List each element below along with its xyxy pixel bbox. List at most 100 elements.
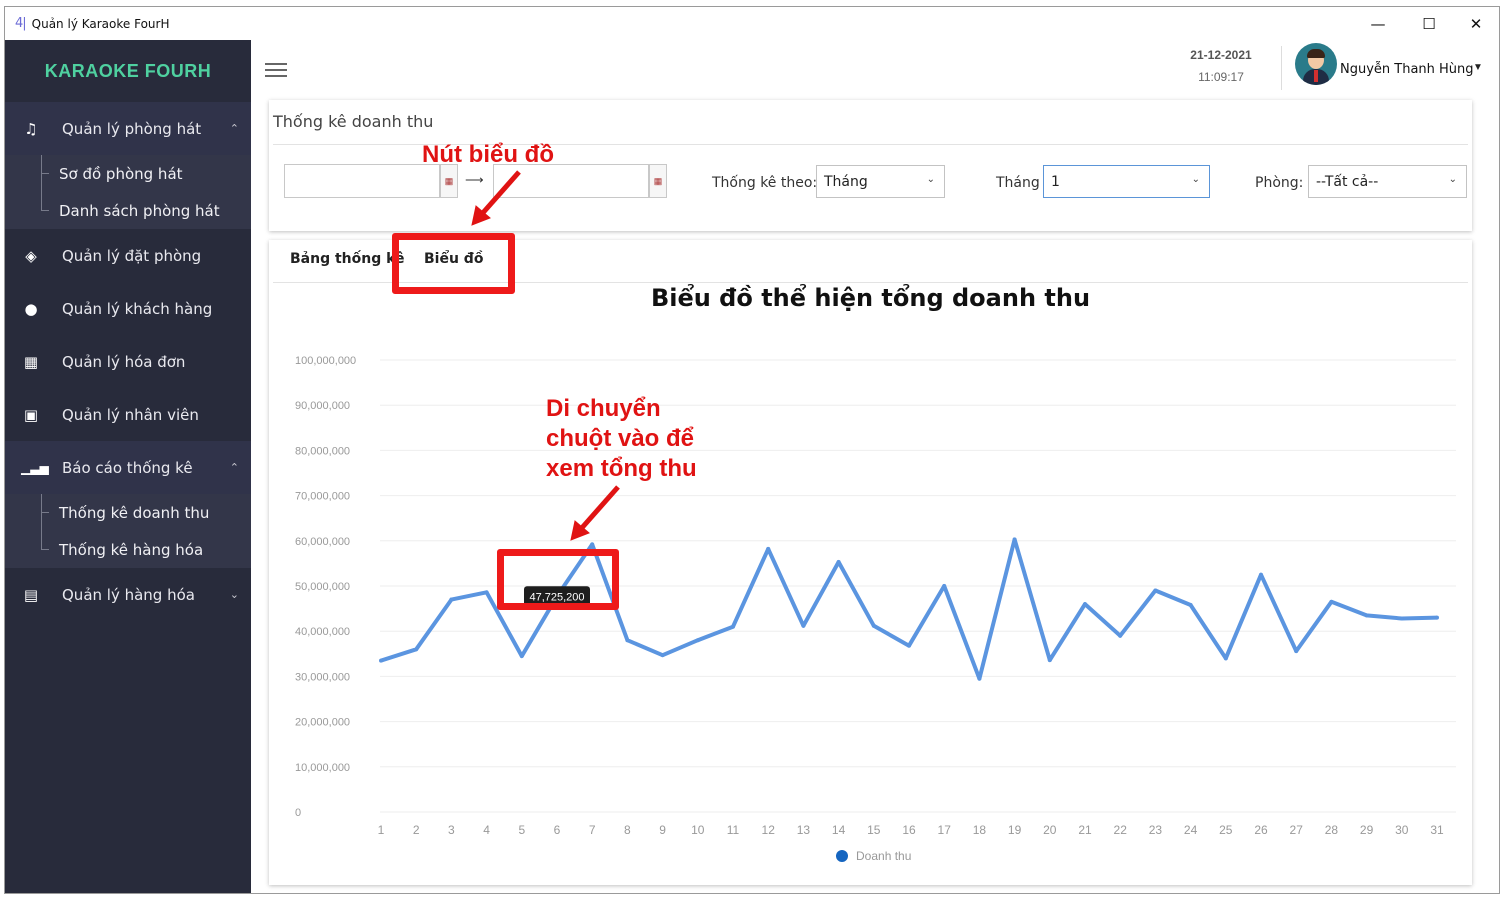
- data-point: [660, 653, 665, 658]
- sidebar-item-label: Quản lý hàng hóa: [62, 585, 195, 604]
- subitem-label: Danh sách phòng hát: [59, 201, 220, 220]
- x-tick-label: 6: [554, 823, 561, 837]
- data-point: [942, 584, 947, 588]
- chevron-up-icon: ⌃: [229, 122, 239, 135]
- data-point: [1399, 616, 1404, 621]
- window-title: Quản lý Karaoke FourH: [31, 16, 170, 31]
- x-tick-label: 15: [867, 823, 881, 837]
- sidebar-item-label: Quản lý đặt phòng: [62, 246, 202, 265]
- avatar[interactable]: [1295, 43, 1337, 85]
- x-tick-label: 29: [1360, 823, 1374, 837]
- x-tick-label: 28: [1325, 823, 1339, 837]
- data-point: [484, 590, 489, 595]
- annotation-hover-line3: xem tổng thu: [546, 455, 697, 482]
- tree-line: [41, 155, 42, 210]
- badge-icon: ▣: [23, 405, 39, 424]
- x-tick-label: 27: [1290, 823, 1304, 837]
- invoice-icon: ▦: [23, 352, 39, 371]
- chevron-down-icon: ⌄: [1191, 174, 1200, 185]
- divider: [273, 144, 1468, 145]
- y-tick-label: 50,000,000: [295, 581, 350, 593]
- user-name[interactable]: Nguyễn Thanh Hùng: [1340, 62, 1474, 77]
- data-point: [836, 560, 841, 565]
- x-tick-label: 20: [1043, 823, 1057, 837]
- filter-panel-title: Thống kê doanh thu: [273, 112, 434, 131]
- x-tick-label: 17: [938, 823, 952, 837]
- x-tick-label: 11: [727, 823, 740, 837]
- sidebar-item-label: Quản lý phòng hát: [62, 119, 202, 138]
- menu-group-reports: ▁▃▅ Báo cáo thống kê ⌃ Thống kê doanh th…: [5, 441, 251, 568]
- room-value: --Tất cả--: [1316, 173, 1379, 190]
- calendar-icon[interactable]: ▦: [649, 164, 667, 198]
- sidebar-item-label: Báo cáo thống kê: [62, 458, 193, 477]
- tooltip-box: [524, 586, 590, 607]
- sidebar-item-label: Quản lý hóa đơn: [62, 352, 186, 371]
- x-tick-label: 18: [973, 823, 987, 837]
- sidebar-item-invoices[interactable]: ▦ Quản lý hóa đơn: [5, 335, 251, 388]
- data-point: [519, 654, 524, 659]
- sidebar-item-goods[interactable]: ▤ Quản lý hàng hóa ⌄: [5, 568, 251, 621]
- annotation-hover-note: Di chuyển chuột vào để xem tổng thu: [546, 394, 697, 484]
- minimize-button[interactable]: —: [1370, 14, 1386, 33]
- sidebar-item-booking[interactable]: ◈ Quản lý đặt phòng: [5, 229, 251, 282]
- x-tick-label: 1: [378, 823, 385, 837]
- sidebar-subitem-goods-stats[interactable]: Thống kê hàng hóa: [5, 531, 251, 568]
- maximize-button[interactable]: ☐: [1422, 14, 1436, 33]
- sidebar-subitem-revenue[interactable]: Thống kê doanh thu: [5, 494, 251, 531]
- arrow-right-icon: ⟶: [465, 172, 484, 187]
- close-button[interactable]: ✕: [1469, 14, 1483, 33]
- data-point: [1223, 656, 1228, 661]
- inventory-icon: ▤: [23, 585, 39, 604]
- chevron-down-icon: ⌄: [1448, 174, 1457, 185]
- hamburger-menu-icon[interactable]: [265, 63, 287, 81]
- tree-tick: [41, 512, 49, 513]
- caret-down-icon[interactable]: ▼: [1473, 62, 1483, 73]
- sidebar-item-reports[interactable]: ▁▃▅ Báo cáo thống kê ⌃: [5, 441, 251, 494]
- y-tick-label: 60,000,000: [295, 536, 350, 548]
- group-by-label: Thống kê theo:: [712, 175, 818, 191]
- tab-table[interactable]: Bảng thống kê: [290, 251, 405, 267]
- from-date-input[interactable]: [284, 164, 440, 198]
- x-tick-label: 10: [691, 823, 705, 837]
- x-tick-label: 21: [1078, 823, 1092, 837]
- calendar-icon[interactable]: ▦: [440, 164, 458, 198]
- current-time: 11:09:17: [1198, 70, 1244, 84]
- x-tick-label: 7: [589, 823, 596, 837]
- data-point: [731, 624, 735, 629]
- booking-icon: ◈: [25, 246, 37, 265]
- group-by-select[interactable]: Tháng ⌄: [816, 165, 945, 198]
- sidebar-subitem-room-map[interactable]: Sơ đồ phòng hát: [5, 155, 251, 192]
- x-tick-label: 30: [1395, 823, 1409, 837]
- divider: [273, 282, 1468, 283]
- room-select[interactable]: --Tất cả-- ⌄: [1308, 165, 1467, 198]
- tree-tick: [41, 210, 49, 211]
- top-bar: 21-12-2021 11:09:17 Nguyễn Thanh Hùng ▼: [251, 40, 1499, 104]
- month-select[interactable]: 1 ⌄: [1043, 165, 1210, 198]
- sidebar-item-customers[interactable]: ● Quản lý khách hàng: [5, 282, 251, 335]
- tree-line: [41, 494, 42, 549]
- data-point: [766, 546, 771, 551]
- sidebar-item-label: Quản lý nhân viên: [62, 405, 199, 424]
- x-tick-label: 22: [1114, 823, 1128, 837]
- y-tick-label: 90,000,000: [295, 400, 350, 412]
- month-label: Tháng: [996, 175, 1040, 191]
- y-tick-label: 20,000,000: [295, 717, 350, 729]
- y-tick-label: 0: [295, 807, 301, 819]
- legend-label: Doanh thu: [856, 849, 911, 863]
- x-tick-label: 26: [1254, 823, 1268, 837]
- sidebar-item-rooms[interactable]: ♫ Quản lý phòng hát ⌃: [5, 102, 251, 155]
- annotation-hover-line2: chuột vào để: [546, 425, 695, 452]
- brand-logo: KARAOKE FOURH: [44, 60, 212, 81]
- tab-chart[interactable]: Biểu đồ: [409, 244, 499, 268]
- x-tick-label: 24: [1184, 823, 1198, 837]
- to-date-input[interactable]: [493, 164, 649, 198]
- submenu-rooms: Sơ đồ phòng hát Danh sách phòng hát: [5, 155, 251, 229]
- chart-title: Biểu đồ thể hiện tổng doanh thu: [650, 284, 1091, 312]
- data-point: [1012, 537, 1017, 542]
- data-point: [695, 638, 700, 643]
- report-chart-icon: ▁▃▅: [21, 460, 49, 475]
- y-tick-label: 80,000,000: [295, 445, 350, 457]
- sidebar-subitem-room-list[interactable]: Danh sách phòng hát: [5, 192, 251, 229]
- data-point: [1188, 602, 1193, 607]
- sidebar-item-staff[interactable]: ▣ Quản lý nhân viên: [5, 388, 251, 441]
